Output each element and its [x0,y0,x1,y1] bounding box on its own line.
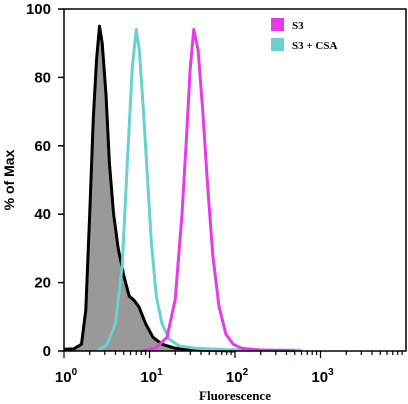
series-line-0 [63,24,236,353]
x-tick-label: 100 [55,367,78,386]
y-tick-label: 80 [34,69,51,86]
y-axis-title: % of Max [1,149,17,210]
series-area-0 [64,26,235,351]
x-tick-label: 101 [140,367,163,386]
x-tick-label: 102 [226,367,249,386]
x-axis: 100 101 102 103 [55,351,403,386]
y-tick-label: 40 [34,206,51,223]
series-line-1 [97,28,302,353]
legend-label: S3 [292,20,304,32]
legend: S3 S3 + CSA [271,18,337,52]
y-tick-label: 0 [43,343,51,360]
series-line-2 [140,28,295,353]
y-axis: 0 20 40 60 80 100 [26,1,64,360]
x-tick-label: 103 [311,367,334,386]
x-axis-title: Fluorescence [199,388,271,403]
data-layer [63,24,302,353]
y-tick-label: 60 [34,138,51,155]
legend-swatch [271,18,284,31]
legend-label: S3 + CSA [292,40,337,52]
y-tick-label: 100 [26,1,51,18]
y-tick-label: 20 [34,275,51,292]
legend-swatch [271,38,284,51]
